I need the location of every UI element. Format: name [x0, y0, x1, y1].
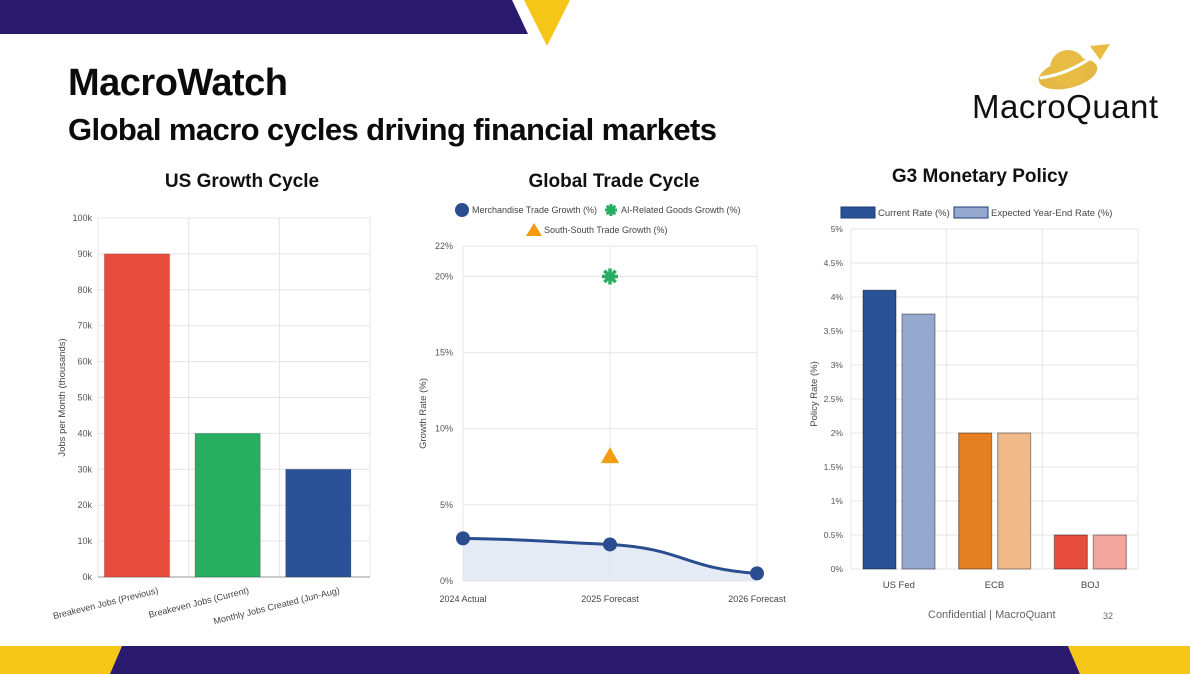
data-point: [603, 537, 617, 552]
y-tick-label: 60k: [77, 357, 92, 367]
y-tick-label: 50k: [77, 393, 92, 403]
y-tick-label: 3.5%: [824, 326, 844, 336]
page-subtitle: Global macro cycles driving financial ma…: [68, 112, 717, 147]
y-tick-label: 4%: [831, 292, 844, 302]
bar: [901, 313, 936, 570]
legend-label: AI-Related Goods Growth (%): [621, 205, 741, 215]
data-point: [456, 531, 470, 546]
y-tick-label: 80k: [77, 285, 92, 295]
bar: [285, 468, 352, 578]
top-band: [0, 0, 570, 46]
bar: [1053, 534, 1088, 570]
y-tick-label: 5%: [440, 500, 453, 510]
bottom-gold-right: [1068, 646, 1190, 674]
legend-swatch: [953, 206, 989, 219]
g3-policy-chart: 0% 0.5% 1% 1.5% 2% 2.5% 3% 3.5% 4% 4.5% 5% Current …: [809, 206, 1139, 591]
legend-marker: [526, 223, 542, 236]
bottom-navy-band: [110, 646, 1080, 674]
y-tick-label: 0%: [440, 576, 453, 586]
y-axis-label: Policy Rate (%): [809, 361, 820, 426]
y-tick-label: 30k: [77, 464, 92, 474]
footer-text: Confidential | MacroQuant: [928, 609, 1056, 621]
brand-name: MacroQuant: [972, 88, 1159, 125]
legend-label: Expected Year-End Rate (%): [991, 208, 1112, 219]
data-point: [750, 566, 764, 581]
bar: [958, 432, 993, 570]
legend-label: Merchandise Trade Growth (%): [472, 205, 597, 215]
bar: [103, 253, 171, 578]
bar: [862, 289, 897, 570]
data-point-star: [602, 268, 618, 285]
page-title: MacroWatch: [68, 62, 288, 104]
bar: [1092, 534, 1127, 570]
x-tick-label: BOJ: [1081, 580, 1100, 591]
global-trade-chart: 0% 5% 10% 15% 20% 22% 2024 Actual 2025 Forecast…: [418, 203, 786, 604]
macroquant-logo-icon: [1038, 44, 1110, 90]
legend-marker: [605, 204, 617, 216]
y-tick-label: 90k: [77, 249, 92, 259]
y-tick-label: 20k: [77, 500, 92, 510]
y-tick-label: 0%: [831, 564, 844, 574]
y-tick-label: 3%: [831, 360, 844, 370]
y-tick-label: 70k: [77, 321, 92, 331]
bottom-band: [0, 646, 1190, 674]
top-gold-triangle: [524, 0, 570, 46]
star-stroke: [603, 269, 617, 284]
legend-marker-stroke: [605, 204, 617, 216]
y-tick-label: 2%: [831, 428, 844, 438]
y-tick-label: 1.5%: [824, 462, 844, 472]
y-tick-label: 4.5%: [824, 258, 844, 268]
y-tick-label: 2.5%: [824, 394, 844, 404]
bar: [194, 432, 261, 578]
y-tick-label: 10%: [435, 424, 453, 434]
x-tick-label: 2026 Forecast: [728, 594, 786, 604]
us-growth-chart: 0k 10k 20k 30k 40k 50k 60k 70k 80k 90k 100k Breakev…: [52, 213, 371, 626]
x-tick-label: 2025 Forecast: [581, 594, 639, 604]
y-tick-label: 0.5%: [824, 530, 844, 540]
y-tick-label: 0k: [82, 572, 92, 582]
bottom-gold-left: [0, 646, 122, 674]
y-tick-label: 5%: [831, 224, 844, 234]
chart-title-global-trade: Global Trade Cycle: [528, 171, 700, 192]
legend-label: South-South Trade Growth (%): [544, 225, 668, 235]
legend-marker: [455, 203, 469, 217]
page-number: 32: [1103, 611, 1114, 621]
y-tick-label: 20%: [435, 271, 453, 281]
chart-title-us-growth: US Growth Cycle: [164, 171, 320, 192]
data-point-triangle: [601, 447, 619, 464]
y-tick-label: 40k: [77, 428, 92, 438]
y-tick-label: 22%: [435, 241, 453, 251]
legend-swatch: [840, 206, 876, 219]
legend-label: Current Rate (%): [878, 208, 950, 219]
x-tick-label: ECB: [985, 580, 1005, 591]
x-tick-label: Breakeven Jobs (Previous): [52, 585, 159, 621]
y-tick-label: 1%: [831, 496, 844, 506]
x-tick-label: US Fed: [883, 580, 915, 591]
bar: [997, 432, 1032, 570]
x-tick-label: 2024 Actual: [439, 594, 486, 604]
y-tick-label: 100k: [72, 213, 92, 223]
y-tick-label: 15%: [435, 348, 453, 358]
y-tick-label: 10k: [77, 536, 92, 546]
y-axis-label: Jobs per Month (thousands): [57, 338, 68, 456]
series-area: [463, 538, 757, 581]
top-navy-band: [0, 0, 528, 34]
y-axis-label: Growth Rate (%): [418, 378, 429, 449]
chart-title-g3-policy: G3 Monetary Policy: [891, 166, 1069, 187]
